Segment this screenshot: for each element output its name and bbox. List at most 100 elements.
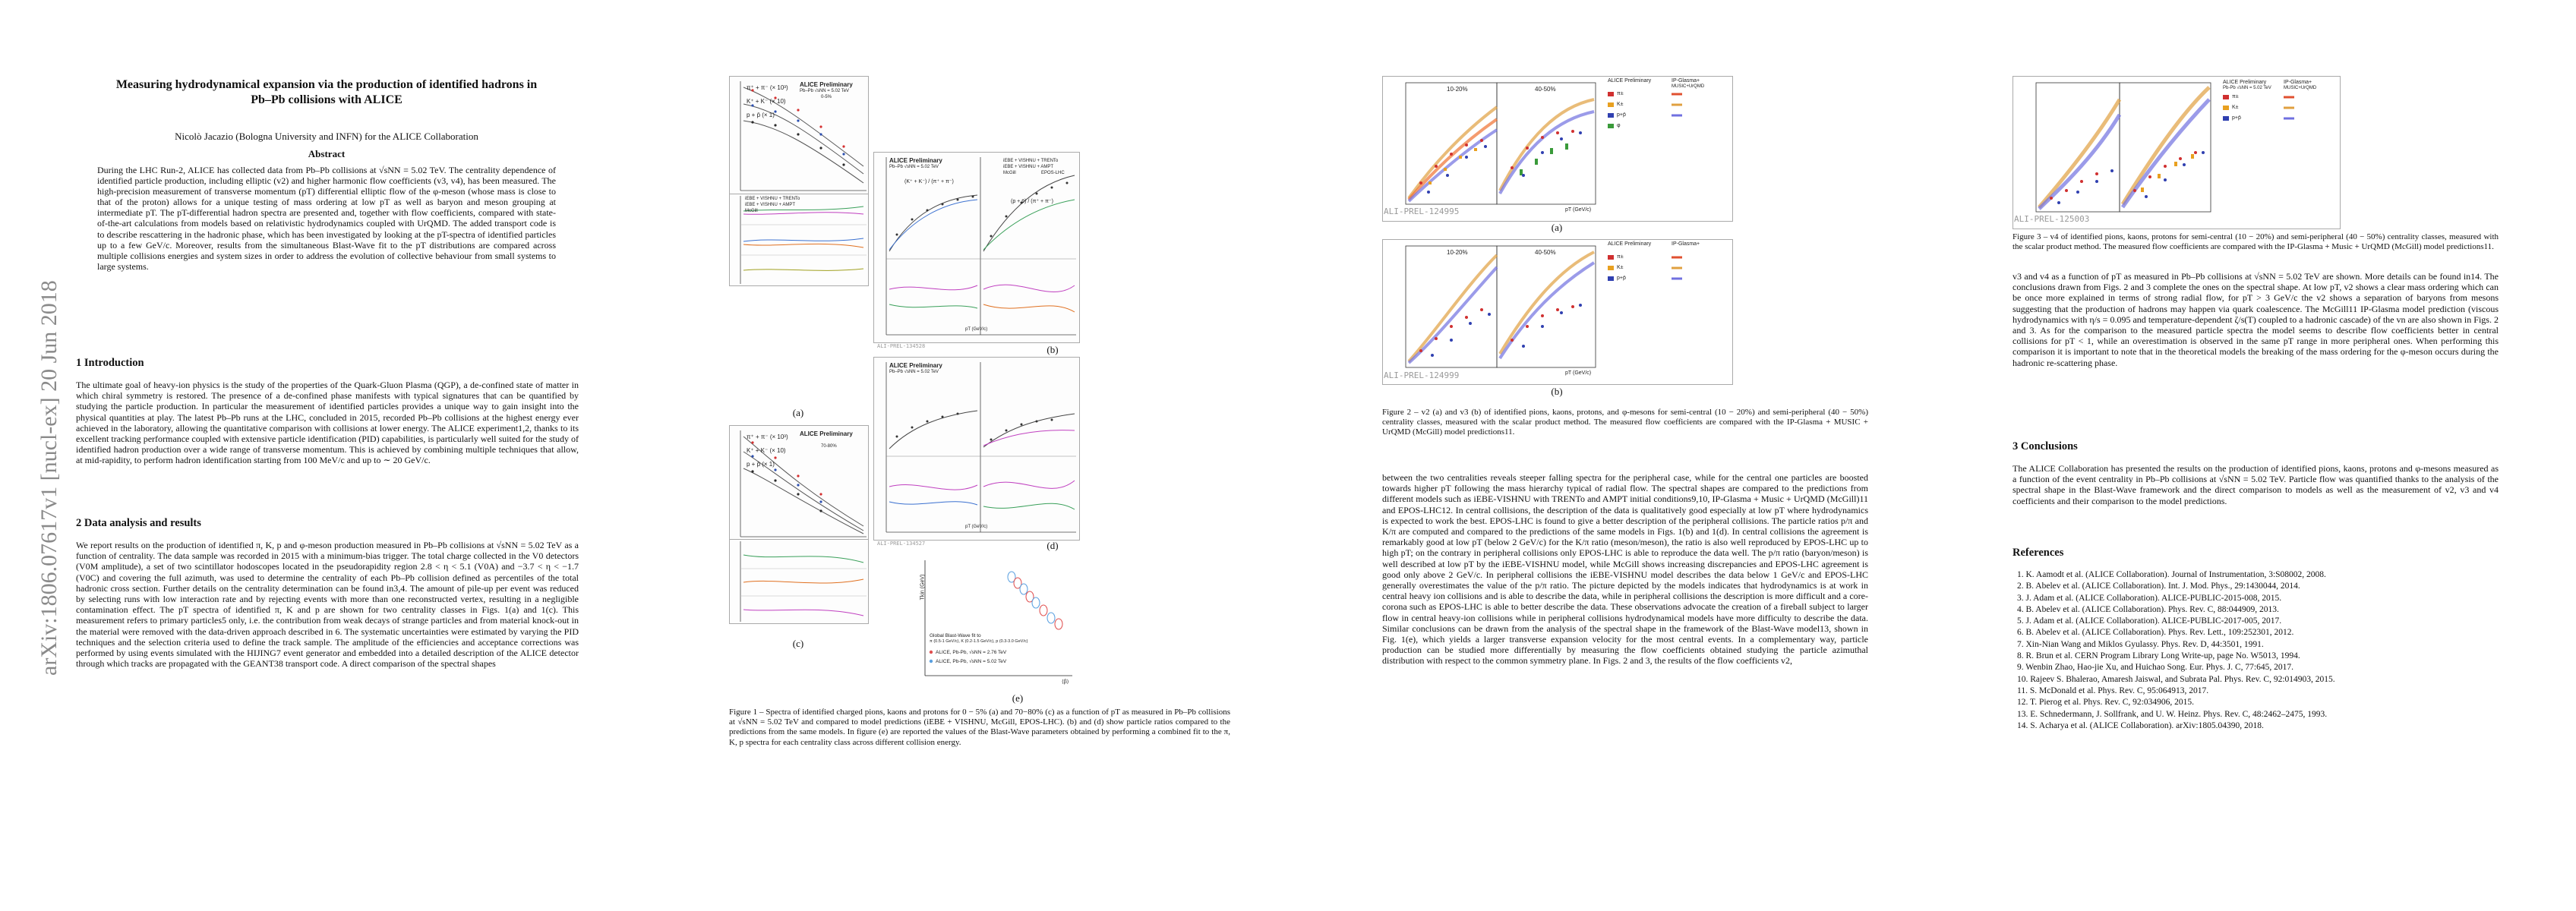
section-2-continued: between the two centralities reveals ste… (1382, 472, 1868, 667)
paper-title: Measuring hydrodynamical expansion via t… (76, 77, 577, 108)
section-3-heading: 3 Conclusions (2012, 440, 2078, 452)
bw-legend-marker-2 (929, 659, 933, 664)
reference-item: 7. Xin-Nian Wang and Miklos Gyulassy. Ph… (2017, 639, 2264, 649)
fig1a-ratio-plot (740, 196, 867, 284)
fig2b-model: IP-Glasma+ (1672, 241, 1700, 247)
fig1b-plot (886, 157, 1076, 336)
fig1-label-c: (c) (792, 638, 804, 649)
fig1d-pbpb: Pb–Pb √sNN = 5.02 TeV (889, 370, 939, 374)
fig3-plot (2035, 82, 2294, 213)
fig1a-model3: McGill (745, 209, 758, 213)
fig3-plot-panel: ALICE Preliminary Pb-Pb √sNN = 5.02 TeV … (2012, 76, 2341, 229)
fig1d-plot (886, 362, 1076, 533)
fig1a-pions: π⁺ + π⁻ (× 10³) (747, 84, 788, 91)
fig1a-pbpb: Pb–Pb √sNN = 5.02 TeV (800, 89, 850, 93)
fig1a-cent: 0-5% (821, 95, 832, 99)
fig1a-protons: p + p̄ (× 1) (747, 112, 775, 118)
fig1-label-b: (b) (1046, 344, 1059, 355)
reference-item: 6. B. Abelev et al. (ALICE Collaboration… (2017, 628, 2294, 638)
fig1b-watermark: ALI-PREL-134528 (877, 343, 926, 349)
title-line-1: Measuring hydrodynamical expansion via t… (115, 78, 538, 91)
page-2: ALICE Preliminary Pb–Pb √sNN = 5.02 TeV … (653, 0, 1306, 911)
page-1: arXiv:1806.07617v1 [nucl-ex] 20 Jun 2018… (0, 0, 653, 911)
fig1-caption: Figure 1 – Spectra of identified charged… (729, 708, 1230, 747)
fig3-alice: ALICE Preliminary (2223, 80, 2267, 85)
fig2a-xlabel: pT (GeV/c) (1565, 207, 1592, 213)
fig1-panel-a-sub: iEBE + VISHNU + TRENTo iEBE + VISHNU + A… (729, 194, 869, 286)
fig3-model2: MUSIC+UrQMD (2284, 86, 2317, 90)
fig1a-model1: iEBE + VISHNU + TRENTo (745, 197, 800, 201)
fig3-legend-k: K± (2232, 105, 2239, 110)
references-list: 1. K. Aamodt et al. (ALICE Collaboration… (2017, 569, 2503, 732)
fig1a-alice-label: ALICE Preliminary (800, 81, 853, 88)
title-line-2: Pb–Pb collisions with ALICE (251, 93, 402, 106)
fig1b-model2: iEBE + VISHNU + AMPT (1003, 165, 1054, 169)
fig2a-cent2: 40-50% (1535, 86, 1556, 93)
fig1-panel-c: ALICE Preliminary 70-80% π⁺ + π⁻ (× 10³)… (729, 425, 869, 541)
fig1-label-a: (a) (792, 407, 804, 418)
fig3-caption: Figure 3 – v4 of identified pions, kaons… (2012, 232, 2499, 252)
fig1e-ylabel: Tkin (GeV) (920, 574, 926, 601)
abstract-text: During the LHC Run-2, ALICE has collecte… (97, 165, 556, 272)
section-1-text: The ultimate goal of heavy-ion physics i… (76, 380, 579, 466)
section-1-heading: 1 Introduction (76, 357, 144, 369)
fig2b-cent1: 10-20% (1447, 249, 1468, 256)
reference-item: 1. K. Aamodt et al. (ALICE Collaboration… (2017, 570, 2326, 579)
fig1b-model1: iEBE + VISHNU + TRENTo (1003, 159, 1059, 163)
section-2-heading: 2 Data analysis and results (76, 517, 201, 529)
fig1b-ratio-p: (p + p̄) / (π⁺ + π⁻) (1011, 199, 1053, 204)
fig2-panel-a: 10-20% 40-50% ALICE Preliminary IP-Glasm… (1382, 76, 1733, 222)
fig1-panel-c-sub (729, 539, 869, 624)
page-3: 10-20% 40-50% ALICE Preliminary IP-Glasm… (1306, 0, 1937, 911)
reference-item: 11. S. McDonald et al. Phys. Rev. C, 95:… (2017, 686, 2209, 695)
fig2-panel-b: 10-20% 40-50% ALICE Preliminary IP-Glasm… (1382, 239, 1733, 385)
bw-contour (1039, 604, 1048, 616)
fig1e-ranges: π (0.5-1 GeV/c), K (0.2-1.5 GeV/c), p (0… (930, 639, 1028, 644)
fig2a-model2: MUSIC+UrQMD (1672, 84, 1705, 89)
fig1c-plot (740, 430, 867, 537)
fig1c-kaons: K⁺ + K⁻ (× 10) (747, 447, 786, 454)
fig1d-watermark: ALI-PREL-134527 (877, 541, 926, 547)
page-4-text: v3 and v4 as a function of pT as measure… (2012, 271, 2499, 368)
fig2-label-a: (a) (1551, 222, 1563, 233)
fig2a-model: IP-Glasma+ (1672, 78, 1700, 84)
fig2b-alice: ALICE Preliminary (1608, 241, 1652, 247)
fig2b-legend-pi: π± (1617, 254, 1624, 260)
references-heading: References (2012, 547, 2064, 559)
author: Nicolò Jacazio (Bologna University and I… (175, 131, 478, 142)
fig2-label-b: (b) (1551, 386, 1563, 397)
bw-contour (1007, 571, 1016, 583)
reference-item: 12. T. Pierog et al. Phys. Rev. C, 92:03… (2017, 698, 2194, 708)
fig2b-legend-k: K± (1617, 265, 1624, 270)
fig1c-cent: 70-80% (821, 444, 837, 449)
fig2a-legend-pi: π± (1617, 91, 1624, 96)
fig1e-title: Global Blast-Wave fit to (930, 633, 981, 638)
section-2-text: We report results on the production of i… (76, 540, 579, 670)
fig1b-alice-label: ALICE Preliminary (889, 157, 942, 164)
fig1e-xlabel: ⟨β⟩ (1062, 679, 1069, 685)
fig1e-plot (924, 560, 1072, 676)
fig1-panel-e: Tkin (GeV) ⟨β⟩ Global Blast-Wave fit to … (910, 554, 1075, 691)
fig1a-plot (740, 81, 867, 191)
reference-item: 9. Wenbin Zhao, Hao-jie Xu, and Huichao … (2017, 663, 2293, 673)
fig1-panel-a: ALICE Preliminary Pb–Pb √sNN = 5.02 TeV … (729, 76, 869, 195)
fig3-watermark: ALI-PREL-125003 (2014, 214, 2090, 224)
fig1c-pions: π⁺ + π⁻ (× 10³) (747, 433, 788, 440)
fig2b-plot (1405, 245, 1682, 368)
bw-contour (1046, 612, 1056, 624)
fig3-pbpb: Pb-Pb √sNN = 5.02 TeV (2223, 86, 2271, 90)
reference-item: 8. R. Brun et al. CERN Program Library L… (2017, 651, 2300, 661)
arxiv-stamp: arXiv:1806.07617v1 [nucl-ex] 20 Jun 2018 (8, 251, 62, 676)
reference-item: 14. S. Acharya et al. (ALICE Collaborati… (2017, 720, 2264, 730)
fig2a-legend-p: p+p̄ (1617, 112, 1626, 118)
bw-contour (1025, 591, 1034, 603)
fig1-panel-b: ALICE Preliminary Pb–Pb √sNN = 5.02 TeV … (873, 152, 1080, 343)
fig2b-watermark: ALI-PREL-124999 (1384, 370, 1460, 380)
fig3-model: IP-Glasma+ (2284, 80, 2312, 85)
bw-contour (1013, 577, 1022, 589)
fig1b-xlabel: pT (GeV/c) (965, 327, 988, 332)
fig3-legend-pi: π± (2232, 94, 2239, 99)
fig1d-xlabel: pT (GeV/c) (965, 525, 988, 529)
reference-item: 4. B. Abelev et al. (ALICE Collaboration… (2017, 604, 2279, 614)
fig1c-protons: p + p̄ (× 1) (747, 461, 775, 468)
